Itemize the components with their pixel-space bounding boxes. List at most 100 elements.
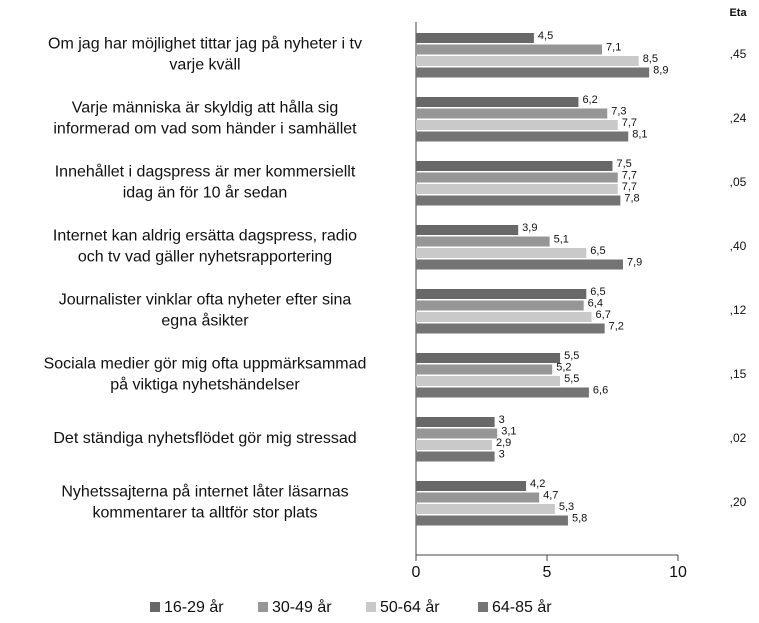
eta-value: ,20 (730, 495, 747, 509)
eta-value: ,45 (730, 47, 747, 61)
bar (416, 481, 527, 491)
legend-label: 64-85 år (492, 598, 552, 616)
legend-swatch (150, 602, 160, 612)
x-tick-label: 5 (543, 564, 552, 581)
eta-value: ,12 (730, 303, 747, 317)
x-tick-label: 10 (669, 564, 687, 581)
eta-value: ,15 (730, 367, 747, 381)
bar (416, 236, 550, 247)
value-label: 7,1 (606, 41, 621, 53)
category-label: Journalister vinklar ofta nyheter efter … (59, 292, 352, 309)
category-label: idag än för 10 år sedan (123, 184, 288, 202)
value-label: 5,8 (572, 512, 587, 524)
x-tick-label: 0 (412, 564, 421, 581)
bar (416, 515, 568, 526)
bar (416, 376, 561, 386)
bar (416, 67, 650, 78)
value-label: 8,5 (643, 53, 658, 65)
value-label: 6,7 (596, 309, 611, 321)
value-label: 5,3 (559, 501, 574, 513)
value-label: 8,1 (632, 128, 647, 140)
value-label: 7,8 (624, 192, 639, 204)
value-label: 7,9 (627, 256, 642, 268)
bar (416, 195, 621, 206)
value-label: 3 (499, 448, 505, 460)
bar (416, 131, 629, 142)
category-label: Det ständiga nyhetsflödet gör mig stress… (53, 430, 356, 447)
eta-value: ,05 (730, 175, 747, 189)
value-label: 5,1 (554, 233, 569, 245)
bar (416, 108, 608, 119)
legend-swatch (366, 602, 376, 612)
category-label: kommentarer ta alltför stor plats (93, 505, 318, 522)
value-label: 7,7 (622, 117, 637, 129)
value-label: 5,2 (556, 361, 571, 373)
bar (416, 33, 534, 43)
category-label: varje kväll (169, 57, 240, 74)
value-label: 7,7 (622, 169, 637, 181)
bar (416, 353, 561, 363)
bar (416, 364, 553, 375)
value-label: 6,5 (590, 286, 605, 298)
legend-label: 30-49 år (272, 598, 332, 616)
eta-value: ,02 (730, 431, 747, 445)
legend-label: 50-64 år (380, 598, 440, 616)
bar (416, 451, 495, 462)
value-label: 4,2 (530, 478, 545, 490)
bar (416, 387, 589, 398)
value-label: 6,4 (588, 297, 603, 309)
value-label: 7,2 (609, 320, 624, 332)
value-label: 4,5 (538, 30, 553, 42)
category-label: egna åsikter (161, 312, 249, 330)
category-label: Nyhetssajterna på internet låter läsarna… (61, 483, 348, 501)
eta-title: Eta (729, 7, 747, 19)
value-label: 7,7 (622, 181, 637, 193)
value-label: 6,5 (590, 245, 605, 257)
eta-value: ,24 (730, 111, 747, 125)
category-label: på viktiga nyhetshändelser (110, 376, 300, 394)
bar (416, 417, 495, 427)
value-label: 7,3 (611, 105, 626, 117)
bar (416, 300, 584, 311)
value-label: 5,5 (564, 350, 579, 362)
category-label: Innehållet i dagspress är mer kommersiel… (55, 163, 356, 181)
legend-swatch (478, 602, 488, 612)
bar (416, 428, 498, 439)
bar (416, 184, 618, 194)
value-label: 3,1 (501, 425, 516, 437)
value-label: 8,9 (653, 64, 668, 76)
bar (416, 504, 555, 514)
bar (416, 492, 540, 503)
eta-value: ,40 (730, 239, 747, 253)
value-label: 7,5 (617, 158, 632, 170)
bar (416, 323, 605, 334)
bar (416, 97, 579, 107)
bar (416, 225, 519, 235)
bar (416, 120, 618, 130)
value-label: 6,6 (593, 384, 608, 396)
value-label: 3,9 (522, 222, 537, 234)
bar (416, 259, 623, 270)
value-label: 5,5 (564, 373, 579, 385)
category-label: informerad om vad som händer i samhället (53, 121, 357, 138)
bar (416, 44, 603, 55)
value-label: 3 (499, 414, 505, 426)
category-label: Sociala medier gör mig ofta uppmärksamma… (44, 356, 367, 373)
value-label: 6,2 (582, 94, 597, 106)
bar (416, 161, 613, 171)
category-label: Varje människa är skyldig att hålla sig (72, 99, 339, 117)
bar (416, 289, 587, 299)
bar (416, 172, 618, 183)
legend-label: 16-29 år (164, 598, 224, 616)
bar (416, 440, 492, 450)
legend-swatch (258, 602, 268, 612)
bar (416, 248, 587, 258)
category-label: Internet kan aldrig ersätta dagspress, r… (53, 228, 357, 245)
bar (416, 312, 592, 322)
category-label: och tv vad gäller nyhetsrapportering (78, 249, 332, 266)
bar (416, 56, 639, 66)
category-label: Om jag har möjlighet tittar jag på nyhet… (48, 35, 362, 53)
value-label: 2,9 (496, 437, 511, 449)
value-label: 4,7 (543, 489, 558, 501)
